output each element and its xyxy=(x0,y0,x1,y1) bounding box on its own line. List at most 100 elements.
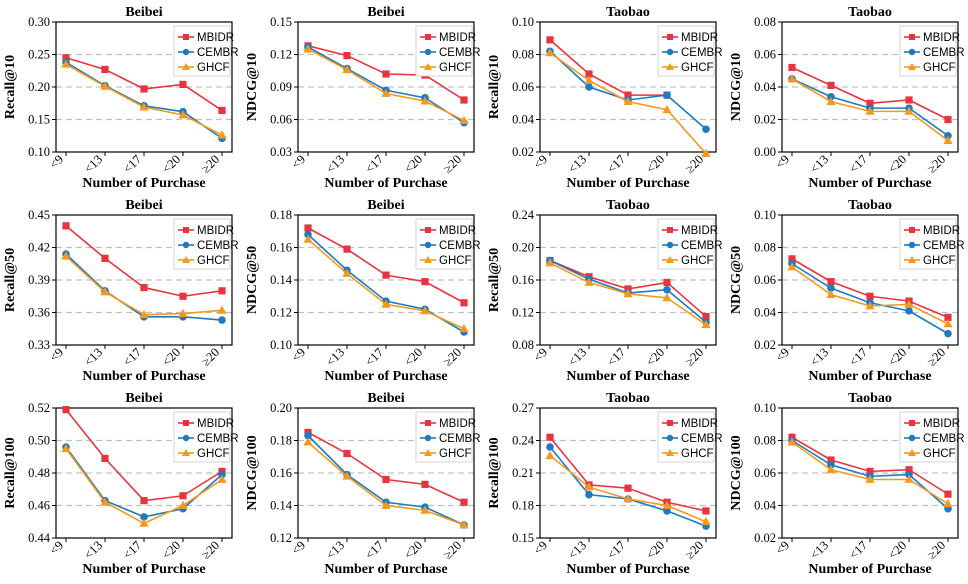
point-cembr xyxy=(585,83,593,91)
point-mbidr xyxy=(179,80,187,88)
point-ghcf xyxy=(381,500,391,509)
legend-label: GHCF xyxy=(923,448,956,460)
legend-marker-cembr xyxy=(424,434,432,442)
point-mbidr xyxy=(101,254,109,262)
x-tick-label: <17 xyxy=(362,538,386,562)
point-ghcf xyxy=(943,319,953,328)
point-ghcf xyxy=(459,520,469,529)
y-tick-label: 0.18 xyxy=(512,499,534,513)
legend-label: GHCF xyxy=(197,448,230,460)
x-tick-label: ≥20 xyxy=(441,538,465,562)
y-axis-label: Recall@10 xyxy=(487,55,502,119)
point-mbidr xyxy=(585,70,593,78)
y-tick-label: 0.09 xyxy=(270,80,292,94)
point-mbidr xyxy=(546,433,554,441)
x-axis-label: Number of Purchase xyxy=(82,562,205,577)
point-mbidr xyxy=(944,490,952,498)
legend-marker-mbidr xyxy=(425,420,431,426)
legend-label: CEMBR xyxy=(923,433,965,445)
point-ghcf xyxy=(61,59,71,68)
point-ghcf xyxy=(865,106,875,115)
chart-svg: 0.020.040.060.080.10<9 <13 <17 <20 ≥20MBIDRC… xyxy=(729,391,965,577)
y-tick-label: 0.18 xyxy=(270,434,292,448)
legend-label: GHCF xyxy=(681,62,714,74)
legend-label: MBIDR xyxy=(923,418,960,430)
point-ghcf xyxy=(459,115,469,124)
legend-marker-cembr xyxy=(424,48,432,56)
x-tick-label: ≥20 xyxy=(925,538,949,562)
point-ghcf xyxy=(701,148,711,158)
chart-title: Beibei xyxy=(125,5,162,20)
point-ghcf xyxy=(545,258,555,267)
legend-label: CEMBR xyxy=(439,47,481,59)
legend-marker-cembr xyxy=(182,48,190,56)
legend-label: MBIDR xyxy=(439,225,476,237)
y-tick-label: 0.39 xyxy=(28,273,50,287)
point-cembr xyxy=(585,490,593,499)
chart-svg: 0.120.140.160.180.20<9 <13 <17 <20 ≥20MBIDRC… xyxy=(245,391,481,577)
legend-label: CEMBR xyxy=(681,47,723,59)
legend-marker-mbidr xyxy=(667,227,673,233)
point-ghcf xyxy=(342,64,352,74)
chart-svg: 0.080.120.160.200.24<9 <13 <17 <20 ≥20MBIDRC… xyxy=(487,198,723,384)
point-mbidr xyxy=(905,466,913,474)
point-ghcf xyxy=(623,494,633,503)
y-tick-label: 0.12 xyxy=(270,306,292,320)
point-ghcf xyxy=(61,443,71,453)
point-ghcf xyxy=(701,516,711,526)
y-tick-label: 0.15 xyxy=(270,15,292,29)
point-cembr xyxy=(546,443,554,451)
x-axis-label: Number of Purchase xyxy=(324,176,447,191)
point-mbidr xyxy=(944,115,952,124)
legend-label: GHCF xyxy=(681,255,714,267)
point-ghcf xyxy=(178,500,188,509)
y-tick-label: 0.04 xyxy=(512,113,535,127)
y-tick-label: 0.02 xyxy=(754,113,776,127)
chart-svg: 0.020.040.060.080.10<9 <13 <17 <20 ≥20MBIDRC… xyxy=(729,198,965,384)
point-ghcf xyxy=(943,499,953,508)
x-tick-label: <17 xyxy=(604,152,628,176)
chart-panel-10: 0.12 0.14 0.16 0.18 0.20 <9 <13 <17 <20 ≥20 MBIDR C… xyxy=(242,386,484,579)
y-tick-label: 0.03 xyxy=(270,145,292,159)
point-ghcf xyxy=(381,88,391,97)
point-ghcf xyxy=(217,474,227,483)
legend-label: GHCF xyxy=(197,255,230,267)
point-ghcf xyxy=(545,48,555,57)
x-tick-label: ≥20 xyxy=(199,538,223,562)
legend-label: MBIDR xyxy=(197,418,234,430)
plot-frame xyxy=(297,21,475,153)
chart-svg: 0.020.040.060.080.10<9 <13 <17 <20 ≥20MBIDRC… xyxy=(487,5,723,191)
x-tick-label: <17 xyxy=(604,538,628,562)
legend-marker-cembr xyxy=(182,434,190,442)
y-tick-label: 0.14 xyxy=(270,499,293,513)
point-ghcf xyxy=(787,262,797,271)
point-cembr xyxy=(944,329,952,338)
x-axis-label: Number of Purchase xyxy=(566,562,689,577)
legend-label: CEMBR xyxy=(923,240,965,252)
legend-marker-ghcf xyxy=(908,256,916,263)
y-tick-label: 0.25 xyxy=(28,48,50,62)
y-tick-label: 0.24 xyxy=(512,434,535,448)
plot-frame xyxy=(297,214,475,346)
plot-frame xyxy=(55,214,233,346)
y-tick-label: 0.52 xyxy=(28,401,50,415)
legend-marker-ghcf xyxy=(182,63,190,70)
y-axis-label: Recall@100 xyxy=(3,437,18,508)
y-tick-label: 0.04 xyxy=(754,499,777,513)
y-axis-label: NDCG@10 xyxy=(729,53,744,121)
x-tick-label: <20 xyxy=(401,345,425,369)
y-tick-label: 0.42 xyxy=(28,241,50,255)
point-ghcf xyxy=(100,287,110,296)
legend-marker-ghcf xyxy=(666,63,674,70)
point-ghcf xyxy=(865,474,875,483)
point-cembr xyxy=(827,92,835,101)
legend-marker-mbidr xyxy=(183,227,189,233)
x-tick-label: ≥20 xyxy=(441,152,465,176)
point-ghcf xyxy=(217,130,227,139)
x-tick-label: ≥20 xyxy=(683,538,707,562)
y-tick-label: 0.14 xyxy=(270,273,293,287)
y-tick-label: 0.06 xyxy=(512,80,534,94)
y-tick-label: 0.06 xyxy=(754,273,776,287)
point-ghcf xyxy=(662,500,672,509)
point-ghcf xyxy=(904,299,914,308)
